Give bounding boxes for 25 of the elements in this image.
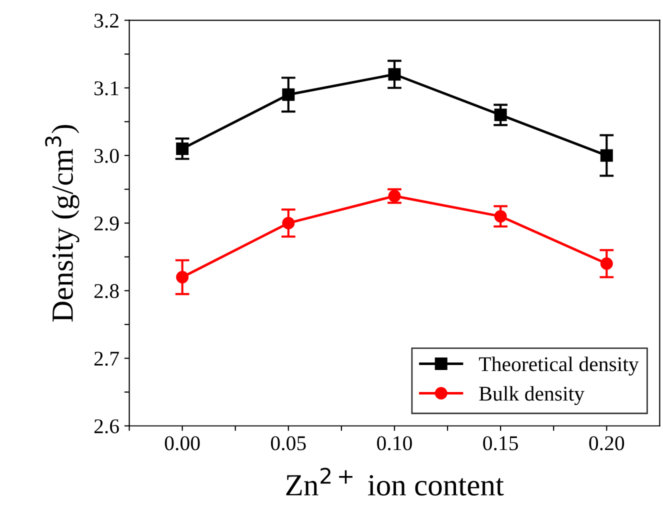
point <box>494 210 507 223</box>
legend-label: Theoretical density <box>478 356 639 376</box>
x-tick-label: 0.15 <box>483 436 518 450</box>
point <box>494 108 507 122</box>
point <box>600 149 613 162</box>
x-axis-title: Zn$^{2+}$ ion content <box>286 468 504 496</box>
x-tick-label: 0.20 <box>589 436 624 450</box>
point <box>282 216 295 230</box>
point <box>282 88 295 101</box>
y-axis-title: Density (g/cm$^{3}$) <box>45 125 80 322</box>
point <box>388 68 401 81</box>
point <box>176 142 189 155</box>
point <box>600 257 613 270</box>
point <box>176 270 189 284</box>
x-tick-label: 0.05 <box>270 436 306 450</box>
y-tick-label: 3.1 <box>94 81 118 96</box>
y-tick-label: 2.7 <box>94 352 119 366</box>
y-tick-label: 3.2 <box>94 14 118 28</box>
y-tick-label: 2.9 <box>94 216 119 231</box>
legend-label: Bulk density <box>479 386 584 406</box>
x-tick-label: 0.00 <box>164 436 200 450</box>
y-tick-label: 2.6 <box>94 419 119 434</box>
y-tick-label: 3.0 <box>94 148 119 164</box>
y-tick-label: 2.8 <box>94 284 119 298</box>
x-tick-label: 0.10 <box>377 436 412 450</box>
